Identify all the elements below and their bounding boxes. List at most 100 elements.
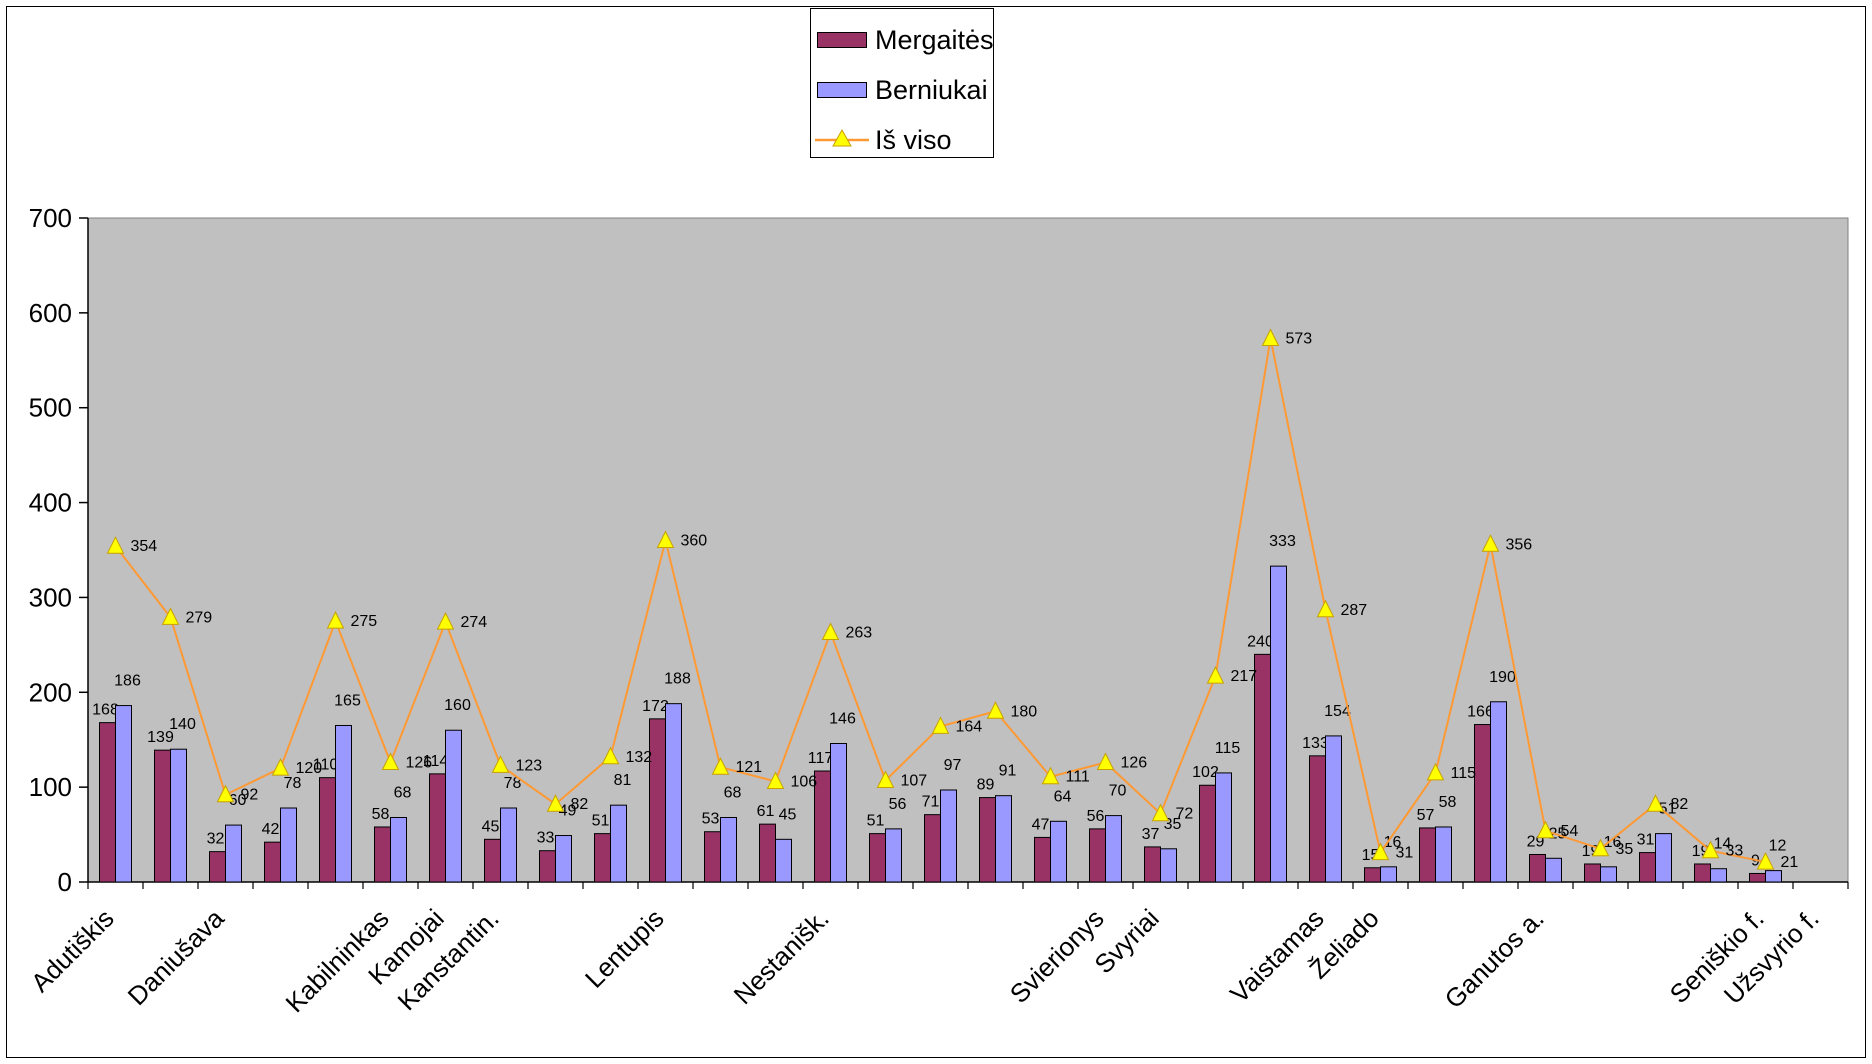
data-label-is-viso: 360	[681, 533, 708, 550]
chart-legend: Mergaitės Berniukai Iš viso	[810, 8, 994, 158]
data-label-berniukai: 81	[614, 772, 632, 789]
data-label-mergaites: 37	[1142, 826, 1160, 843]
marker-is-viso	[271, 758, 290, 776]
data-label-mergaites: 117	[808, 750, 834, 767]
x-tick-label: Ganutos a.	[1439, 903, 1550, 1014]
marker-is-viso	[161, 607, 180, 625]
data-label-is-viso: 126	[406, 754, 433, 771]
data-label-berniukai: 154	[1324, 703, 1351, 720]
data-label-is-viso: 164	[956, 718, 983, 735]
legend-item-berniukai: Berniukai	[811, 75, 988, 105]
bar-berniukai	[995, 795, 1012, 883]
data-label-berniukai: 16	[1604, 834, 1622, 851]
data-label-berniukai: 78	[504, 775, 522, 792]
marker-is-viso	[876, 770, 895, 789]
marker-is-viso	[1371, 842, 1390, 861]
bar-berniukai	[1655, 833, 1672, 883]
data-label-mergaites: 58	[372, 806, 390, 823]
data-label-is-viso: 72	[1176, 806, 1194, 823]
data-label-mergaites: 168	[92, 702, 119, 719]
data-label-mergaites: 45	[482, 818, 500, 835]
data-label-berniukai: 165	[334, 692, 361, 709]
data-label-berniukai: 58	[1439, 794, 1457, 811]
data-label-mergaites: 61	[757, 803, 775, 820]
x-tick-label: Nestanišk.	[728, 903, 835, 1010]
bar-mergaites	[429, 773, 446, 883]
bar-berniukai	[720, 816, 737, 883]
data-label-berniukai: 51	[1659, 801, 1677, 818]
data-label-berniukai: 56	[889, 796, 907, 813]
data-label-mergaites: 51	[867, 813, 885, 830]
data-label-is-viso: 573	[1286, 330, 1313, 347]
data-label-is-viso: 31	[1396, 845, 1414, 862]
y-tick-label: 600	[29, 298, 72, 328]
bar-berniukai	[1160, 848, 1177, 883]
bar-berniukai	[170, 748, 187, 883]
bar-berniukai	[665, 703, 682, 883]
data-label-berniukai: 333	[1269, 533, 1296, 550]
bar-mergaites	[484, 838, 501, 883]
data-label-mergaites: 42	[262, 821, 280, 838]
bar-mergaites	[1089, 828, 1106, 883]
bar-berniukai	[830, 743, 847, 883]
marker-is-viso	[326, 611, 345, 629]
bar-mergaites	[154, 749, 171, 883]
data-label-is-viso: 121	[736, 759, 763, 776]
data-label-mergaites: 133	[1302, 735, 1329, 752]
x-tick-label: Adutiškis	[25, 903, 120, 998]
data-label-mergaites: 240	[1247, 633, 1274, 650]
data-label-is-viso: 21	[1781, 854, 1799, 871]
data-label-mergaites: 166	[1467, 704, 1494, 721]
bar-mergaites	[649, 718, 666, 883]
data-label-mergaites: 33	[537, 830, 555, 847]
y-tick-label: 500	[29, 393, 72, 423]
bar-berniukai	[225, 824, 242, 883]
marker-is-viso	[821, 622, 840, 641]
bar-mergaites	[1584, 863, 1601, 883]
y-tick-label: 200	[29, 677, 72, 707]
marker-is-viso	[1646, 794, 1665, 812]
data-label-berniukai: 146	[829, 711, 856, 728]
bar-mergaites	[99, 722, 116, 883]
bar-mergaites	[1639, 852, 1656, 883]
marker-is-viso	[711, 757, 730, 775]
marker-is-viso	[601, 746, 620, 765]
data-label-is-viso: 274	[461, 614, 488, 631]
data-label-is-viso: 111	[1066, 769, 1090, 786]
bar-mergaites	[1749, 872, 1766, 883]
bar-mergaites	[319, 777, 336, 883]
data-label-berniukai: 115	[1215, 740, 1241, 757]
marker-is-viso	[106, 536, 125, 554]
marker-is-viso	[1701, 840, 1720, 859]
bar-berniukai	[610, 804, 627, 883]
bar-mergaites	[1144, 846, 1161, 883]
bar-mergaites	[1529, 853, 1546, 883]
data-label-mergaites: 32	[207, 831, 225, 848]
bar-berniukai	[390, 816, 407, 883]
data-label-berniukai: 14	[1714, 836, 1732, 853]
data-label-mergaites: 89	[977, 777, 995, 794]
bar-berniukai	[775, 838, 792, 883]
data-label-mergaites: 56	[1087, 808, 1105, 825]
data-label-berniukai: 64	[1054, 788, 1072, 805]
bar-berniukai	[500, 807, 517, 883]
bar-mergaites	[1419, 827, 1436, 883]
bar-berniukai	[1545, 857, 1562, 883]
data-label-mergaites: 71	[922, 794, 940, 811]
data-label-is-viso: 54	[1561, 823, 1579, 840]
bar-mergaites	[759, 823, 776, 883]
marker-is-viso	[491, 755, 510, 773]
data-label-mergaites: 47	[1032, 816, 1050, 833]
marker-is-viso	[381, 752, 400, 770]
data-label-mergaites: 57	[1417, 807, 1435, 824]
data-label-mergaites: 139	[147, 729, 174, 746]
data-label-berniukai: 160	[444, 697, 471, 714]
bar-berniukai	[1490, 701, 1507, 883]
marker-is-viso	[1151, 803, 1170, 822]
data-label-is-viso: 126	[1121, 754, 1148, 771]
bar-mergaites	[1034, 836, 1051, 883]
bar-mergaites	[1309, 755, 1326, 883]
bar-berniukai	[940, 789, 957, 883]
bar-mergaites	[1199, 784, 1216, 883]
